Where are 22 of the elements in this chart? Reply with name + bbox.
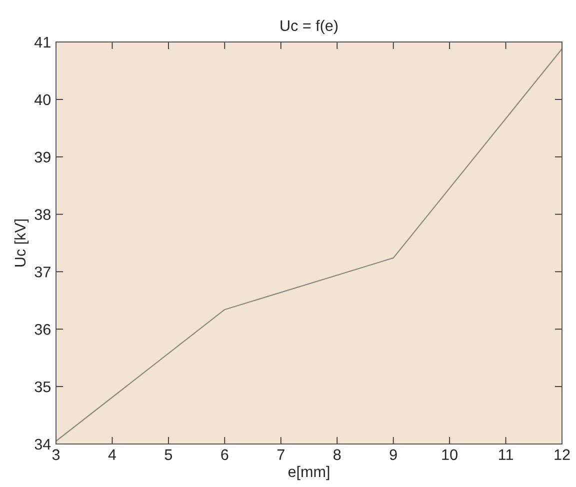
x-tick-label: 8 [334,449,341,460]
x-tick-label: 5 [164,449,172,460]
y-axis-title: Uc [kV] [14,219,29,266]
y-tick-label: 34 [34,438,51,450]
x-tick-label: 12 [554,449,570,460]
y-tick-label: 36 [34,324,50,335]
y-tick-label: 41 [34,37,50,48]
y-tick-label: 40 [34,94,51,106]
x-tick-label: 9 [390,449,397,460]
x-tick-label: 7 [277,449,284,460]
x-tick-label: 10 [442,449,458,460]
y-tick-label: 39 [34,152,50,163]
x-tick-label: 3 [52,449,60,460]
x-tick-label: 11 [499,449,513,460]
x-tick-label: 4 [108,449,116,460]
chart-title: Uc = f(e) [280,20,338,34]
x-tick-label: 6 [221,449,228,460]
line-series [56,48,562,442]
x-axis-title: e[mm] [288,466,330,480]
y-tick-label: 35 [34,381,50,392]
y-tick-label: 38 [34,209,50,220]
y-tick-label: 37 [34,266,50,278]
